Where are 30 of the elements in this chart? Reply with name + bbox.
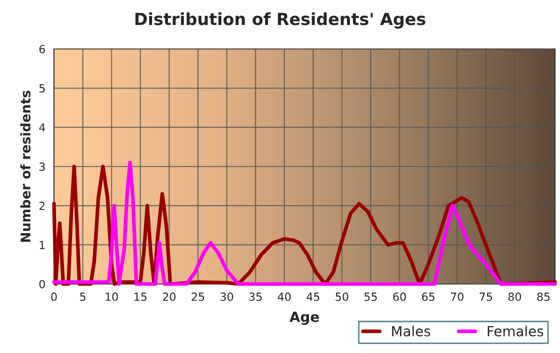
x-tick-label: 85 [537,292,550,301]
y-tick-label: 6 [39,44,45,54]
x-tick-label: 60 [393,292,406,301]
x-tick-label: 35 [249,292,262,301]
x-tick-label: 55 [364,292,377,301]
x-tick-label: 5 [80,292,86,301]
x-tick-label: 70 [450,292,464,301]
y-tick-label: 4 [39,123,46,132]
y-tick-label: 5 [39,84,45,93]
y-tick-label: 3 [39,162,45,171]
y-tick-label: 1 [40,240,45,250]
y-tick-label: 0 [39,280,45,288]
x-tick-label: 45 [306,292,320,301]
x-tick-label: 15 [134,292,146,301]
x-tick-label: 30 [220,292,234,301]
legend-label: Males [392,326,430,336]
x-tick-label: 65 [422,292,434,301]
x-tick-label: 75 [480,292,492,301]
y-axis-title: Number of residents [20,90,30,242]
x-tick-label: 40 [278,292,291,301]
chart-title: Distribution of Residents' Ages [135,12,426,29]
x-tick-label: 50 [336,292,348,301]
y-tick-label: 2 [39,202,45,210]
x-tick-label: 25 [192,292,204,301]
x-tick-label: 80 [508,292,522,301]
x-tick-label: 0 [51,292,57,301]
x-tick-label: 10 [106,292,118,301]
x-tick-label: 20 [162,292,176,301]
legend-label: Females [488,326,544,336]
x-axis-title: Age [290,312,319,325]
